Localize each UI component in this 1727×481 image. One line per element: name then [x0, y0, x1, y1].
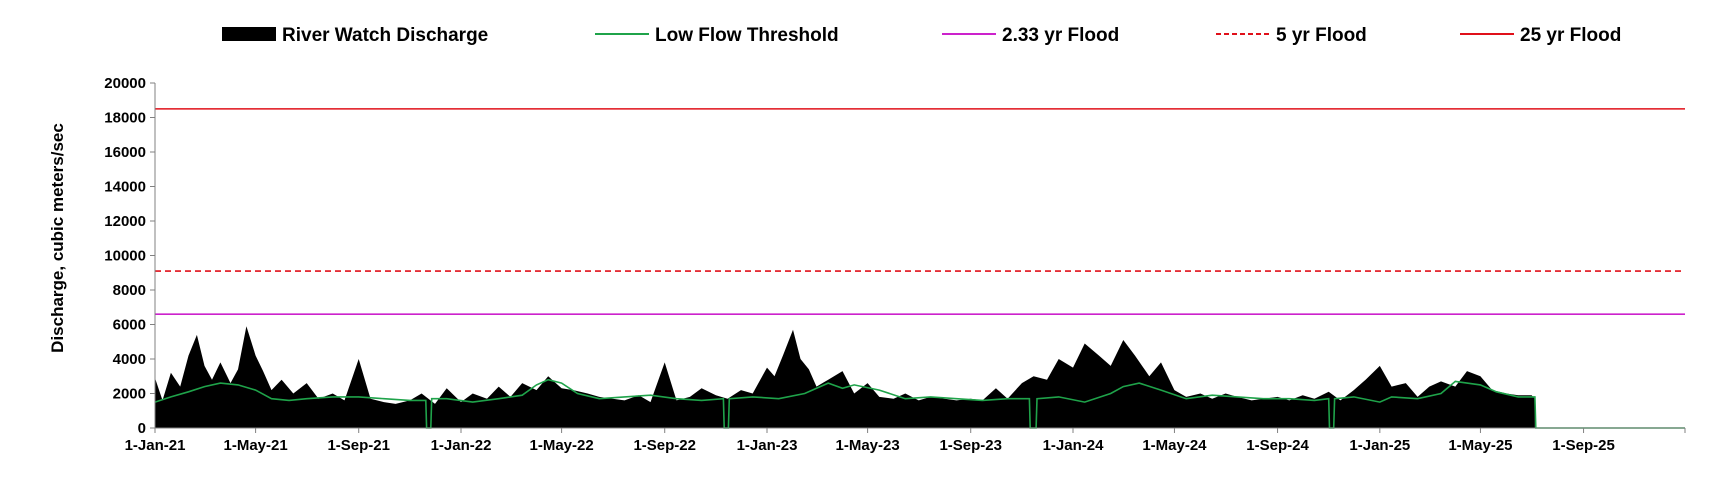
x-tick-label: 1-Jan-22 — [431, 437, 492, 454]
y-tick-label: 20000 — [104, 75, 146, 92]
y-tick-label: 8000 — [113, 282, 146, 299]
y-tick-label: 14000 — [104, 179, 146, 196]
y-tick-label: 0 — [138, 420, 146, 437]
x-tick-label: 1-May-23 — [836, 437, 900, 454]
legend: River Watch Discharge Low Flow Threshold 2… — [222, 25, 1621, 46]
y-tick-label: 10000 — [104, 248, 146, 265]
x-tick-label: 1-May-25 — [1448, 437, 1512, 454]
legend-label: 5 yr Flood — [1276, 25, 1367, 46]
x-tick-label: 1-Jan-25 — [1349, 437, 1410, 454]
y-tick-label: 2000 — [113, 386, 146, 403]
legend-swatch — [222, 27, 276, 41]
y-tick-label: 6000 — [113, 317, 146, 334]
x-tick-label: 1-Sep-25 — [1552, 437, 1615, 454]
x-tick-label: 1-May-24 — [1142, 437, 1207, 454]
legend-label: 2.33 yr Flood — [1002, 25, 1119, 46]
y-axis-title: Discharge, cubic meters/sec — [48, 123, 67, 353]
legend-label: 25 yr Flood — [1520, 25, 1621, 46]
legend-item-0: River Watch Discharge — [222, 25, 488, 46]
legend-item-4: 25 yr Flood — [1460, 25, 1621, 46]
x-tick-label: 1-Jan-23 — [737, 437, 798, 454]
y-tick-label: 12000 — [104, 213, 146, 230]
series-layer — [154, 108, 1685, 429]
legend-item-2: 2.33 yr Flood — [942, 25, 1119, 46]
x-tick-label: 1-Sep-24 — [1246, 437, 1309, 454]
x-tick-label: 1-May-21 — [224, 437, 288, 454]
y-tick-label: 18000 — [104, 110, 146, 127]
y-tick-label: 16000 — [104, 144, 146, 161]
x-tick-label: 1-Sep-21 — [327, 437, 390, 454]
axes-layer: 0 2000 4000 6000 8000 10000 12000 14000 16000 180… — [104, 75, 1686, 454]
x-tick-label: 1-Jan-24 — [1043, 437, 1105, 454]
legend-item-3: 5 yr Flood — [1216, 25, 1367, 46]
low-flow-threshold-line — [154, 378, 1685, 429]
legend-item-1: Low Flow Threshold — [595, 25, 839, 46]
legend-label: Low Flow Threshold — [655, 25, 839, 46]
discharge-area — [155, 326, 1535, 428]
legend-label: River Watch Discharge — [282, 25, 488, 46]
y-tick-label: 4000 — [113, 351, 146, 368]
x-tick-label: 1-Sep-23 — [939, 437, 1002, 454]
x-tick-label: 1-Sep-22 — [633, 437, 696, 454]
x-tick-label: 1-May-22 — [530, 437, 594, 454]
x-tick-label: 1-Jan-21 — [125, 437, 186, 454]
